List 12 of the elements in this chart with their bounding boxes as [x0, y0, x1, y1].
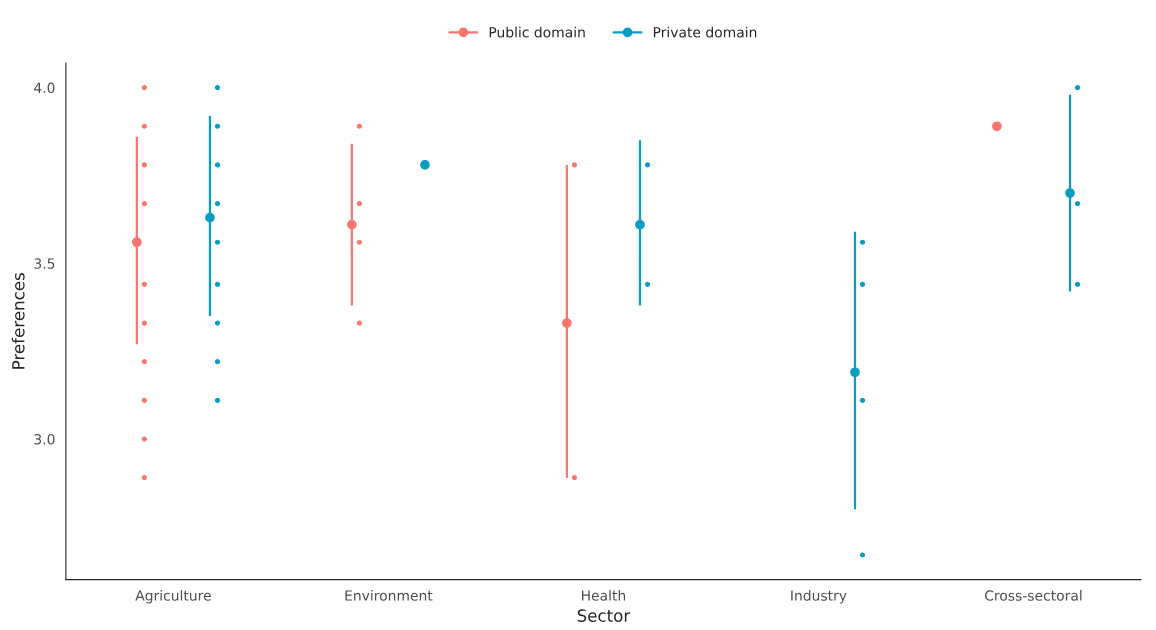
y-tick-label: 4.0	[34, 82, 55, 94]
x-tick-label: Cross-sectoral	[984, 590, 1082, 601]
x-tick-label: Agriculture	[135, 590, 211, 604]
y-tick-label: 3.5	[34, 258, 55, 269]
x-tick-label: Environment	[345, 590, 433, 601]
legend-label: Public domain	[489, 26, 585, 38]
legend-label: Private domain	[653, 26, 757, 38]
x-axis-title: Sector	[577, 609, 631, 622]
y-tick-label: 3.0	[34, 434, 55, 445]
x-tick-label: Industry	[791, 590, 847, 604]
y-axis-title: Preferences	[11, 273, 25, 369]
x-tick-label: Health	[581, 590, 626, 601]
